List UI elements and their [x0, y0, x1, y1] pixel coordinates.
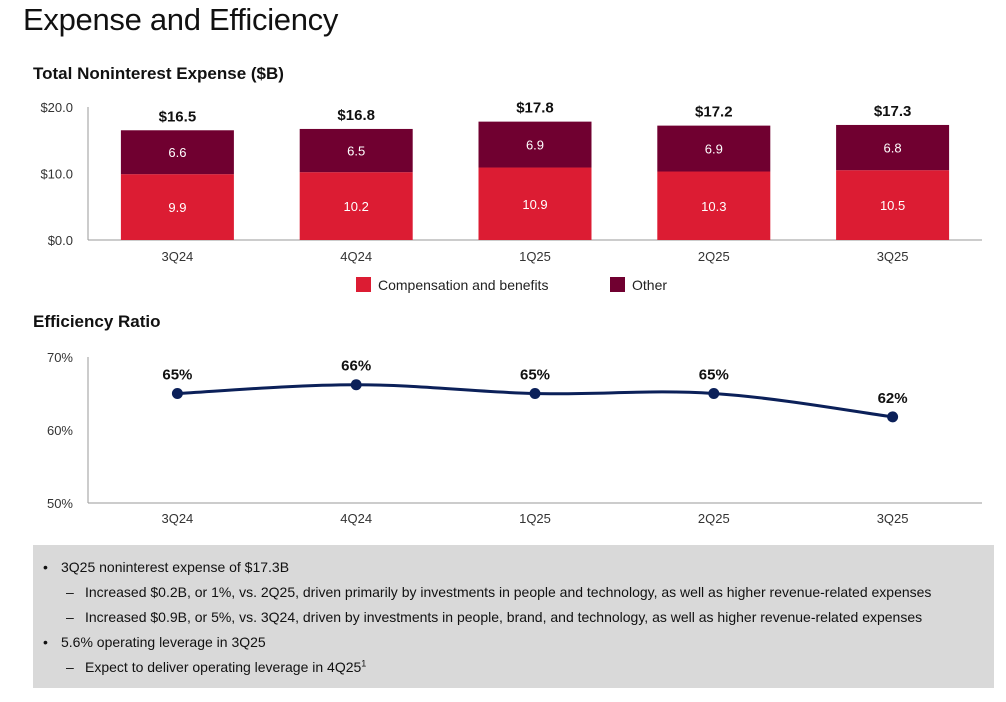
efficiency-value-label: 65% — [699, 367, 729, 384]
efficiency-value-label: 65% — [520, 367, 550, 384]
legend-swatch-other — [610, 277, 625, 292]
bar-label-other: 6.9 — [705, 142, 723, 157]
x-tick-label: 3Q24 — [161, 249, 193, 264]
dash-marker: – — [66, 584, 74, 600]
note-text: 3Q25 noninterest expense of $17.3B — [61, 559, 290, 575]
dash-marker: – — [66, 609, 74, 625]
bar-total-label: $16.5 — [159, 108, 197, 125]
efficiency-point-3Q25 — [887, 411, 899, 423]
efficiency-point-4Q24 — [350, 379, 362, 391]
note-bullet-1: • 3Q25 noninterest expense of $17.3B — [33, 558, 994, 583]
x-tick-label: 2Q25 — [698, 249, 730, 264]
expense-chart-title: Total Noninterest Expense ($B) — [33, 64, 284, 83]
y-tick-label: 50% — [47, 496, 73, 511]
y-tick-label: $20.0 — [40, 100, 73, 115]
y-tick-label: 60% — [47, 423, 73, 438]
bullet-dot: • — [43, 634, 48, 650]
bar-label-compensation: 9.9 — [168, 200, 186, 215]
bar-total-label: $17.8 — [516, 100, 554, 117]
bar-compensation-3Q24 — [120, 174, 234, 240]
y-tick-label: $0.0 — [48, 233, 73, 248]
efficiency-point-3Q24 — [171, 388, 183, 399]
bar-other-2Q25 — [657, 125, 771, 172]
y-tick-label: $10.0 — [40, 167, 73, 182]
note-sub-2-1: – Expect to deliver operating leverage i… — [33, 658, 994, 683]
efficiency-point-2Q25 — [708, 388, 720, 399]
bar-label-other: 6.6 — [168, 145, 186, 160]
bar-compensation-4Q24 — [299, 172, 413, 240]
footnote-marker: 1 — [361, 658, 367, 669]
efficiency-value-label: 66% — [341, 358, 371, 375]
bar-total-label: $17.2 — [695, 104, 733, 121]
bar-label-other: 6.8 — [884, 141, 902, 156]
note-sub-1-2: – Increased $0.9B, or 5%, vs. 3Q24, driv… — [33, 608, 994, 633]
efficiency-value-label: 65% — [162, 367, 192, 384]
bar-compensation-3Q25 — [836, 170, 950, 240]
bar-label-other: 6.5 — [347, 144, 365, 159]
x-tick-label: 2Q25 — [698, 511, 730, 526]
efficiency-point-1Q25 — [529, 388, 541, 399]
bar-compensation-2Q25 — [657, 171, 771, 240]
bar-compensation-1Q25 — [478, 167, 592, 240]
note-sub-1-1: – Increased $0.2B, or 1%, vs. 2Q25, driv… — [33, 583, 994, 608]
x-tick-label: 3Q24 — [161, 511, 193, 526]
y-tick-label: 70% — [47, 350, 73, 365]
note-text: Increased $0.9B, or 5%, vs. 3Q24, driven… — [85, 609, 923, 625]
bullet-dot: • — [43, 559, 48, 575]
dash-marker: – — [66, 659, 74, 675]
bar-other-3Q25 — [836, 124, 950, 171]
x-tick-label: 3Q25 — [877, 511, 909, 526]
x-tick-label: 4Q24 — [340, 511, 372, 526]
bar-other-4Q24 — [299, 128, 413, 173]
legend-label-other: Other — [632, 277, 667, 293]
notes-panel: • 3Q25 noninterest expense of $17.3B – I… — [33, 545, 994, 688]
x-tick-label: 3Q25 — [877, 249, 909, 264]
legend-label-compensation: Compensation and benefits — [378, 277, 548, 293]
page-title: Expense and Efficiency — [23, 2, 339, 37]
note-text: Expect to deliver operating leverage in … — [85, 659, 362, 675]
bar-label-compensation: 10.3 — [701, 199, 726, 214]
x-tick-label: 4Q24 — [340, 249, 372, 264]
bar-other-1Q25 — [478, 121, 592, 168]
x-tick-label: 1Q25 — [519, 249, 551, 264]
efficiency-chart-title: Efficiency Ratio — [33, 312, 161, 331]
bar-label-other: 6.9 — [526, 138, 544, 153]
note-bullet-2: • 5.6% operating leverage in 3Q25 — [33, 633, 994, 658]
bar-label-compensation: 10.5 — [880, 198, 905, 213]
note-text: Increased $0.2B, or 1%, vs. 2Q25, driven… — [85, 584, 932, 600]
note-text: 5.6% operating leverage in 3Q25 — [61, 634, 266, 650]
bar-total-label: $17.3 — [874, 103, 912, 120]
efficiency-value-label: 62% — [878, 390, 908, 407]
legend-swatch-compensation — [356, 277, 371, 292]
bar-label-compensation: 10.2 — [344, 199, 369, 214]
bar-label-compensation: 10.9 — [522, 197, 547, 212]
bar-total-label: $16.8 — [337, 107, 375, 124]
x-tick-label: 1Q25 — [519, 511, 551, 526]
efficiency-line-chart: 50% 60% 70% 65% 3Q24 66% 4Q24 65% 1Q25 65% 2Q25 62%… — [47, 350, 982, 526]
bar-other-3Q24 — [120, 130, 234, 175]
expense-bar-chart: $0.0 $10.0 $20.0 9.9 6.6 $16.5 3Q24 10.2 6.5 $16.… — [40, 100, 982, 293]
